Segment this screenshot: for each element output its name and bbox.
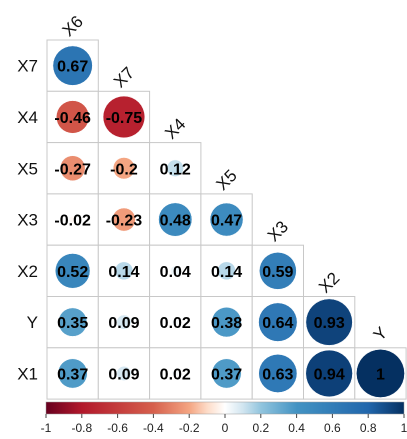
colorbar-tick-label: -0.2	[179, 421, 200, 435]
colorbar-tick-label: -0.8	[71, 421, 92, 435]
col-label-Y: Y	[370, 323, 391, 344]
value-label: 0.04	[160, 264, 191, 281]
corr-circle-X2-X4	[170, 265, 181, 276]
corr-circle-Y-X7	[116, 314, 132, 330]
row-label-X2: X2	[17, 262, 38, 281]
value-label: 0.63	[262, 366, 293, 383]
corr-circle-X1-X2	[305, 349, 353, 398]
col-label-X7: X7	[110, 63, 138, 91]
corr-circle-X2-X7	[114, 261, 134, 281]
colorbar: -1 -0.8 -0.6 -0.4 -0.2 0 0.2 0.4 0.6 0.8 1	[41, 401, 407, 435]
corr-circle-X5-X4	[166, 159, 184, 177]
value-label: 0.59	[262, 264, 293, 281]
col-label-X2: X2	[315, 269, 343, 297]
value-label: -0.46	[54, 110, 91, 127]
value-label: 0.64	[262, 315, 293, 332]
col-label-X6: X6	[59, 12, 87, 40]
corr-circle-X2-X3	[259, 252, 297, 290]
corr-circle-X4-X7	[102, 95, 146, 139]
value-label: 0.48	[160, 213, 191, 230]
row-label-X5: X5	[17, 159, 38, 178]
value-label: 0.14	[108, 264, 139, 281]
corr-circle-X7-X6	[52, 45, 93, 86]
colorbar-tick-label: 0.8	[360, 421, 377, 435]
row-label-X7: X7	[17, 57, 38, 76]
corr-circle-X5-X6	[59, 155, 86, 182]
value-label: 0.14	[211, 264, 242, 281]
value-label: -0.23	[106, 213, 143, 230]
row-label-X4: X4	[17, 108, 38, 127]
corr-circle-X3-X5	[209, 202, 244, 237]
corr-circle-X1-Y	[356, 349, 405, 398]
col-label-X4: X4	[161, 115, 189, 143]
corr-circle-Y-X6	[58, 307, 88, 337]
col-label-X5: X5	[213, 166, 241, 194]
colorbar-tick-label: -0.6	[107, 421, 128, 435]
corr-circle-X3-X7	[112, 207, 136, 232]
value-label: 1	[376, 366, 385, 383]
colorbar-tick-label: 0.4	[288, 421, 305, 435]
value-label: -0.2	[110, 161, 138, 178]
colorbar-tick-label: -0.4	[143, 421, 164, 435]
corr-circle-X1-X7	[116, 365, 132, 381]
col-label-X3: X3	[264, 217, 292, 245]
value-label: 0.47	[211, 213, 242, 230]
value-label: 0.37	[57, 366, 88, 383]
row-label-Y: Y	[27, 313, 38, 332]
cell-X1-X6	[46, 347, 99, 400]
value-label: 0.93	[314, 315, 345, 332]
corr-circle-X2-X6	[55, 253, 91, 289]
value-label: 0.37	[211, 366, 242, 383]
colorbar-tick-label: 0	[222, 421, 229, 435]
value-label: 0.67	[57, 59, 88, 76]
value-label: -0.27	[54, 161, 91, 178]
corr-circle-X3-X4	[158, 202, 193, 237]
colorbar-gradient	[45, 401, 405, 415]
value-label: 0.52	[57, 264, 88, 281]
colorbar-tick-label: 0.6	[324, 421, 341, 435]
corr-circle-Y-X3	[258, 302, 298, 342]
corr-circle-X3-X6	[68, 215, 77, 224]
colorbar-tick-label: 0.2	[252, 421, 269, 435]
value-label: -0.75	[106, 110, 143, 127]
row-label-X1: X1	[17, 364, 38, 383]
value-label: 0.35	[57, 315, 88, 332]
corr-circle-Y-X2	[305, 298, 353, 346]
value-label: 0.12	[160, 161, 191, 178]
corr-circle-X1-X4	[171, 369, 179, 378]
colorbar-tick-label: 1	[401, 421, 407, 435]
cells-layer: 0.67 -0.46 -0.75 -0.27 -0.2 0.12 -0.02 -0.23 0.4…	[46, 39, 407, 400]
value-label: 0.02	[160, 366, 191, 383]
value-label: 0.02	[160, 315, 191, 332]
corr-circle-X2-X5	[217, 261, 236, 281]
value-label: 0.09	[108, 315, 139, 332]
corr-circle-Y-X4	[171, 318, 179, 326]
corr-circle-X1-X3	[258, 354, 298, 393]
corr-circle-Y-X5	[211, 307, 242, 338]
value-label: 0.94	[314, 366, 345, 383]
value-label: 0.38	[211, 315, 242, 332]
colorbar-tick-label: -1	[41, 421, 52, 435]
value-label: -0.02	[54, 213, 91, 230]
corr-circle-X1-X6	[57, 358, 88, 389]
corr-circle-X5-X7	[112, 157, 135, 180]
corr-circle-X1-X5	[211, 358, 242, 389]
row-label-X3: X3	[17, 211, 38, 230]
corr-circle-X4-X6	[56, 100, 90, 134]
value-label: 0.09	[108, 366, 139, 383]
